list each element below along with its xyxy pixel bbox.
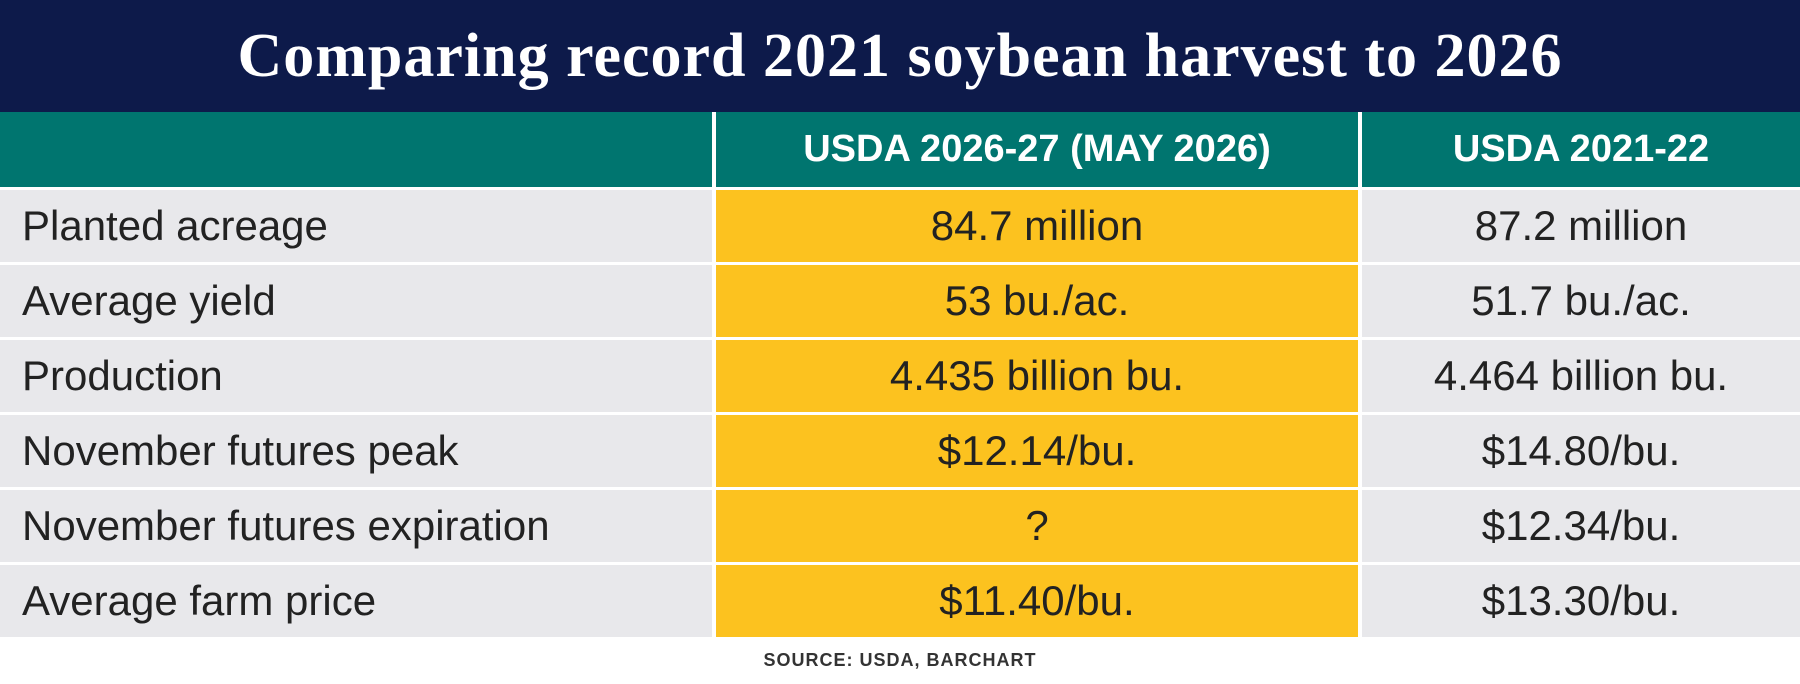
cell: 4.435 billion bu. — [716, 340, 1358, 412]
row-label: November futures expiration — [0, 490, 712, 562]
row-label: Average yield — [0, 265, 712, 337]
row-label: November futures peak — [0, 415, 712, 487]
cell: ? — [716, 490, 1358, 562]
title: Comparing record 2021 soybean harvest to… — [0, 0, 1800, 112]
cell: $12.14/bu. — [716, 415, 1358, 487]
cell: 84.7 million — [716, 190, 1358, 262]
column-header: USDA 2026-27 (MAY 2026) — [716, 112, 1358, 187]
cell: 87.2 million — [1362, 190, 1800, 262]
row-label: Production — [0, 340, 712, 412]
cell: 4.464 billion bu. — [1362, 340, 1800, 412]
cell: $11.40/bu. — [716, 565, 1358, 637]
header-blank — [0, 112, 712, 187]
row-label: Planted acreage — [0, 190, 712, 262]
row-label: Average farm price — [0, 565, 712, 637]
source: SOURCE: USDA, BARCHART — [763, 650, 1037, 670]
table: USDA 2026-27 (MAY 2026) USDA 2021-22 Pla… — [0, 112, 1800, 637]
column-header: USDA 2021-22 — [1362, 112, 1800, 187]
cell: $14.80/bu. — [1362, 415, 1800, 487]
cell: $13.30/bu. — [1362, 565, 1800, 637]
cell: $12.34/bu. — [1362, 490, 1800, 562]
cell: 51.7 bu./ac. — [1362, 265, 1800, 337]
cell: 53 bu./ac. — [716, 265, 1358, 337]
